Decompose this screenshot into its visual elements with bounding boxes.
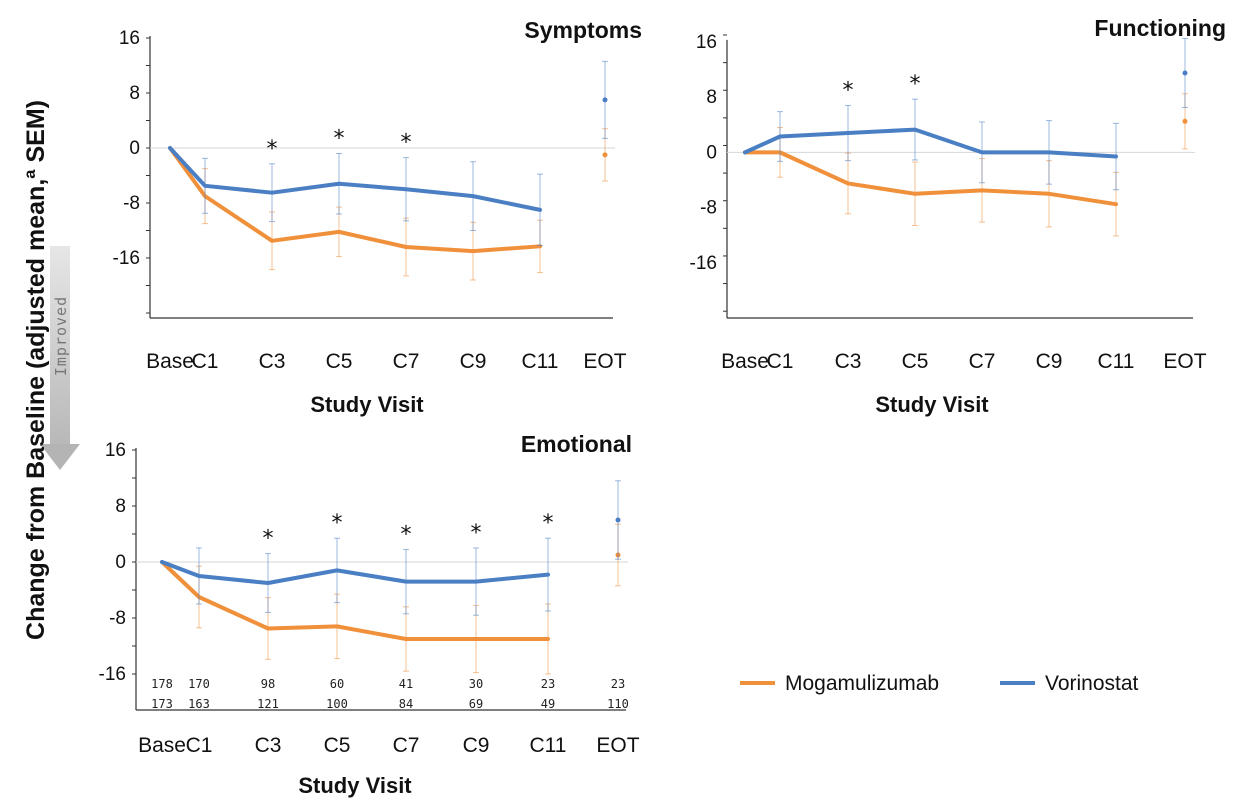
n-at-risk-mogamulizumab-eot: 23 <box>611 677 625 691</box>
chart-title: Emotional <box>521 431 632 457</box>
x-tick-label-c9: C9 <box>1036 350 1063 373</box>
y-tick-label: -16 <box>99 664 126 685</box>
y-tick-label: 0 <box>129 138 140 159</box>
x-tick-label-c3: C3 <box>255 734 282 757</box>
significance-star-c9: * <box>471 521 482 546</box>
chart-title: Symptoms <box>524 17 642 43</box>
x-tick-label-c5: C5 <box>324 734 351 757</box>
x-tick-label-eot: EOT <box>1163 350 1206 373</box>
x-tick-label-c9: C9 <box>460 350 487 373</box>
x-tick-label-base: Base <box>138 734 186 757</box>
improved-arrow: Improved <box>40 246 80 470</box>
significance-star-c7: * <box>401 522 412 547</box>
significance-star-c3: * <box>263 527 274 552</box>
n-at-risk-vorinostat-c11: 49 <box>541 697 555 711</box>
x-tick-label-c7: C7 <box>393 350 420 373</box>
y-tick-label: 8 <box>115 496 126 517</box>
x-tick-label-c7: C7 <box>969 350 996 373</box>
x-tick-label-c5: C5 <box>326 350 353 373</box>
significance-star-c3: * <box>267 137 278 162</box>
x-tick-label-base: Base <box>721 350 769 373</box>
x-tick-label-c7: C7 <box>393 734 420 757</box>
y-tick-label: -16 <box>690 253 717 274</box>
legend-label-mogamulizumab: Mogamulizumab <box>785 672 939 695</box>
x-tick-label-eot: EOT <box>583 350 626 373</box>
x-axis-title: Study Visit <box>875 392 989 417</box>
series-line-mogamulizumab <box>743 150 1118 207</box>
y-axis-label: Change from Baseline (adjusted mean,ª SE… <box>22 100 50 640</box>
eot-point-mogamulizumab <box>602 152 608 158</box>
eot-point-vorinostat <box>1182 70 1188 76</box>
significance-star-c5: * <box>910 72 921 97</box>
chart-panel-emotional: Emotional 16 8 0 -8 -16 Base C1 C3 C5 C7 C9 C11 EOT St… <box>99 431 640 798</box>
x-tick-label-eot: EOT <box>596 734 639 757</box>
y-tick-label: -16 <box>113 248 140 269</box>
x-tick-label-base: Base <box>146 350 194 373</box>
series-line-vorinostat <box>743 127 1118 159</box>
improved-arrow-shaft <box>50 246 70 446</box>
x-axis-title: Study Visit <box>298 773 412 798</box>
n-at-risk-vorinostat-base: 173 <box>151 697 173 711</box>
y-tick-label: 8 <box>129 83 140 104</box>
x-tick-label-c11: C11 <box>530 734 567 757</box>
x-tick-label-c1: C1 <box>186 734 213 757</box>
n-at-risk-vorinostat-c9: 69 <box>469 697 483 711</box>
y-tick-label: 0 <box>115 552 126 573</box>
significance-star-c3: * <box>843 78 854 103</box>
legend: Mogamulizumab Vorinostat <box>740 672 1139 695</box>
n-at-risk-vorinostat-eot: 110 <box>607 697 629 711</box>
y-tick-label: 0 <box>706 142 717 163</box>
legend-label-vorinostat: Vorinostat <box>1045 672 1139 695</box>
significance-star-c11: * <box>543 511 554 536</box>
n-at-risk-mogamulizumab-c3: 98 <box>261 677 275 691</box>
x-tick-label-c5: C5 <box>902 350 929 373</box>
n-at-risk-vorinostat-c1: 163 <box>188 697 210 711</box>
n-at-risk-mogamulizumab-c1: 170 <box>188 677 210 691</box>
x-tick-label-c1: C1 <box>192 350 219 373</box>
x-tick-label-c11: C11 <box>1098 350 1135 373</box>
eot-point-vorinostat <box>615 517 621 523</box>
n-at-risk-mogamulizumab-base: 178 <box>151 677 173 691</box>
chart-title: Functioning <box>1094 15 1226 41</box>
y-tick-label: -8 <box>123 193 140 214</box>
y-tick-label: 16 <box>119 28 140 49</box>
n-at-risk-mogamulizumab-c11: 23 <box>541 677 555 691</box>
significance-star-c5: * <box>332 511 343 536</box>
y-tick-label: 16 <box>696 32 717 53</box>
n-at-risk-vorinostat-c5: 100 <box>326 697 348 711</box>
x-axis-title: Study Visit <box>310 392 424 417</box>
y-tick-label: 8 <box>706 87 717 108</box>
series-line-vorinostat <box>168 146 542 212</box>
x-tick-label-c9: C9 <box>463 734 490 757</box>
x-tick-label-c1: C1 <box>767 350 794 373</box>
n-at-risk-vorinostat-c7: 84 <box>399 697 413 711</box>
eot-point-mogamulizumab <box>1182 118 1188 124</box>
y-tick-label: -8 <box>109 608 126 629</box>
n-at-risk-mogamulizumab-c9: 30 <box>469 677 483 691</box>
n-at-risk-vorinostat-c3: 121 <box>257 697 279 711</box>
y-tick-label: -8 <box>700 198 717 219</box>
eot-point-vorinostat <box>602 97 608 103</box>
n-at-risk-mogamulizumab-c5: 60 <box>330 677 344 691</box>
significance-star-c7: * <box>401 131 412 156</box>
n-at-risk-mogamulizumab-c7: 41 <box>399 677 413 691</box>
series-line-vorinostat <box>160 560 550 585</box>
y-tick-label: 16 <box>105 440 126 461</box>
significance-star-c5: * <box>334 127 345 152</box>
x-tick-label-c3: C3 <box>835 350 862 373</box>
improved-arrow-head <box>40 444 80 470</box>
x-tick-label-c3: C3 <box>259 350 286 373</box>
improved-label: Improved <box>52 296 70 376</box>
x-tick-label-c11: C11 <box>522 350 559 373</box>
